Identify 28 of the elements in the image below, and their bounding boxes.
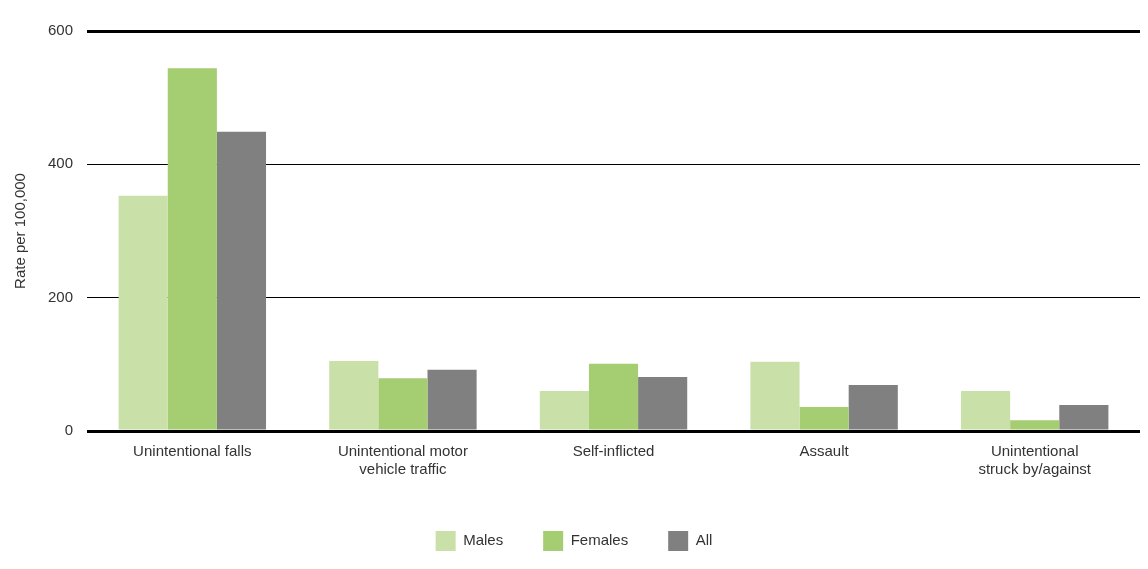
bar: [799, 407, 849, 430]
x-tick-label: Assault: [799, 442, 850, 460]
bar: [638, 377, 688, 430]
bar: [167, 68, 217, 430]
legend-label: All: [695, 531, 713, 549]
bar: [539, 391, 589, 430]
bar: [750, 361, 800, 430]
bar: [427, 369, 477, 430]
x-tick-label: Unintentional falls: [133, 442, 252, 460]
y-tick-label: 200: [48, 287, 74, 305]
bar: [118, 195, 168, 430]
bar: [848, 385, 898, 430]
y-tick-label: 400: [48, 154, 74, 172]
y-tick-label: 0: [64, 421, 74, 439]
y-tick-label: 600: [48, 21, 74, 39]
x-tick-label: Unintentional motor vehicle traffic: [337, 442, 468, 478]
y-axis-title: Rate per 100,000: [11, 173, 29, 289]
bar: [329, 361, 379, 430]
bar: [1010, 420, 1060, 430]
bar: [961, 391, 1011, 430]
bar: [588, 363, 639, 430]
x-tick-label: Unintentional struck by/against: [978, 442, 1092, 478]
legend-label: Females: [570, 531, 629, 549]
bar: [378, 378, 428, 430]
bar: [1059, 405, 1109, 430]
bar: [216, 131, 267, 430]
legend-label: Males: [463, 531, 504, 549]
x-tick-label: Self-inflicted: [572, 442, 655, 460]
